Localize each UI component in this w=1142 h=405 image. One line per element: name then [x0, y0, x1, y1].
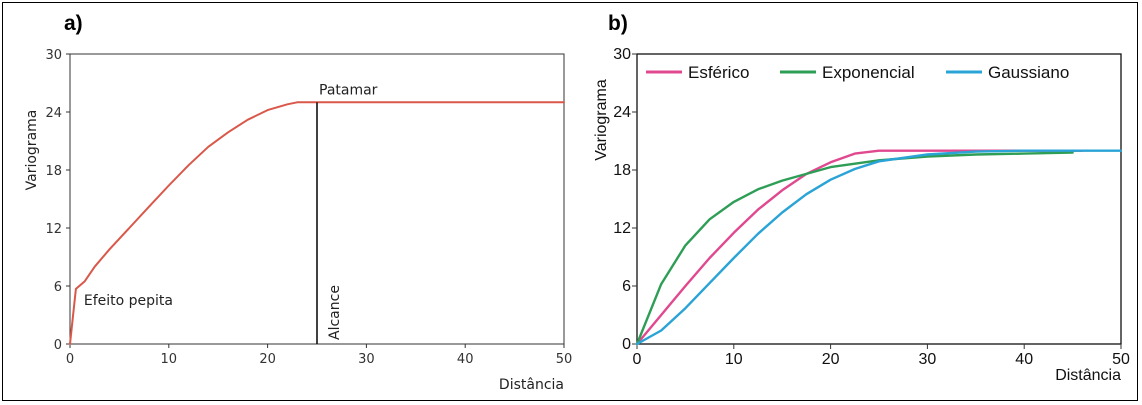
range-annotation: Alcance — [327, 285, 343, 340]
panel-a-label: a) — [64, 12, 83, 35]
panel-b-y-ticks: 0 6 12 18 24 30 — [613, 46, 637, 353]
x-tick-label: 50 — [556, 352, 573, 367]
series-line-esfrico — [635, 149, 1084, 346]
y-tick-label: 24 — [45, 106, 62, 121]
y-tick-label: 0 — [622, 336, 631, 353]
panel-a-series — [69, 101, 565, 345]
x-tick-label: 30 — [919, 351, 937, 368]
x-tick-label: 20 — [259, 352, 276, 367]
panel-a-y-axis-label: Variograma — [24, 110, 40, 191]
series-line-gaussiano — [635, 149, 1123, 346]
panel-b: b) 0 6 12 18 24 30 0 10 20 30 40 50 Distância Vari… — [593, 12, 1130, 384]
x-tick-label: 50 — [1112, 351, 1130, 368]
y-tick-label: 18 — [45, 164, 62, 179]
legend-label-gaussiano: Gaussiano — [988, 63, 1069, 82]
x-tick-label: 0 — [66, 352, 74, 367]
panel-b-series — [635, 149, 1123, 346]
nugget-annotation: Efeito pepita — [84, 293, 173, 309]
panel-a-x-axis-label: Distância — [499, 377, 564, 393]
x-tick-label: 40 — [1015, 351, 1033, 368]
x-tick-label: 10 — [161, 352, 178, 367]
panel-a: a) 0 6 12 18 24 30 0 10 20 30 40 50 Distância Vari… — [24, 12, 572, 393]
y-tick-label: 6 — [54, 280, 62, 295]
y-tick-label: 30 — [613, 46, 631, 63]
x-tick-label: 10 — [725, 351, 743, 368]
y-tick-label: 24 — [613, 104, 631, 121]
y-tick-label: 6 — [622, 278, 631, 295]
x-tick-label: 30 — [358, 352, 375, 367]
panel-b-plot-area — [636, 53, 1122, 345]
panel-a-y-ticks: 0 6 12 18 24 30 — [45, 48, 70, 353]
x-tick-label: 0 — [633, 351, 642, 368]
sill-annotation: Patamar — [319, 82, 378, 98]
y-tick-label: 0 — [54, 338, 62, 353]
y-tick-label: 30 — [45, 48, 62, 63]
y-tick-label: 18 — [613, 162, 631, 179]
series-line-0 — [69, 101, 565, 345]
series-line-exponencial — [635, 151, 1074, 346]
panel-b-x-axis-label: Distância — [1055, 367, 1121, 384]
panel-b-x-ticks: 0 10 20 30 40 50 — [633, 344, 1130, 368]
legend-label-exponencial: Exponencial — [822, 63, 915, 82]
legend-label-esferico: Esférico — [688, 63, 749, 82]
x-tick-label: 20 — [822, 351, 840, 368]
y-tick-label: 12 — [613, 220, 631, 237]
panel-b-legend: Esférico Exponencial Gaussiano — [646, 63, 1069, 82]
panel-b-label: b) — [608, 12, 628, 35]
x-tick-label: 40 — [457, 352, 474, 367]
panel-b-y-axis-label: Variograma — [593, 79, 610, 161]
panel-a-x-ticks: 0 10 20 30 40 50 — [66, 344, 572, 367]
y-tick-label: 12 — [45, 222, 62, 237]
